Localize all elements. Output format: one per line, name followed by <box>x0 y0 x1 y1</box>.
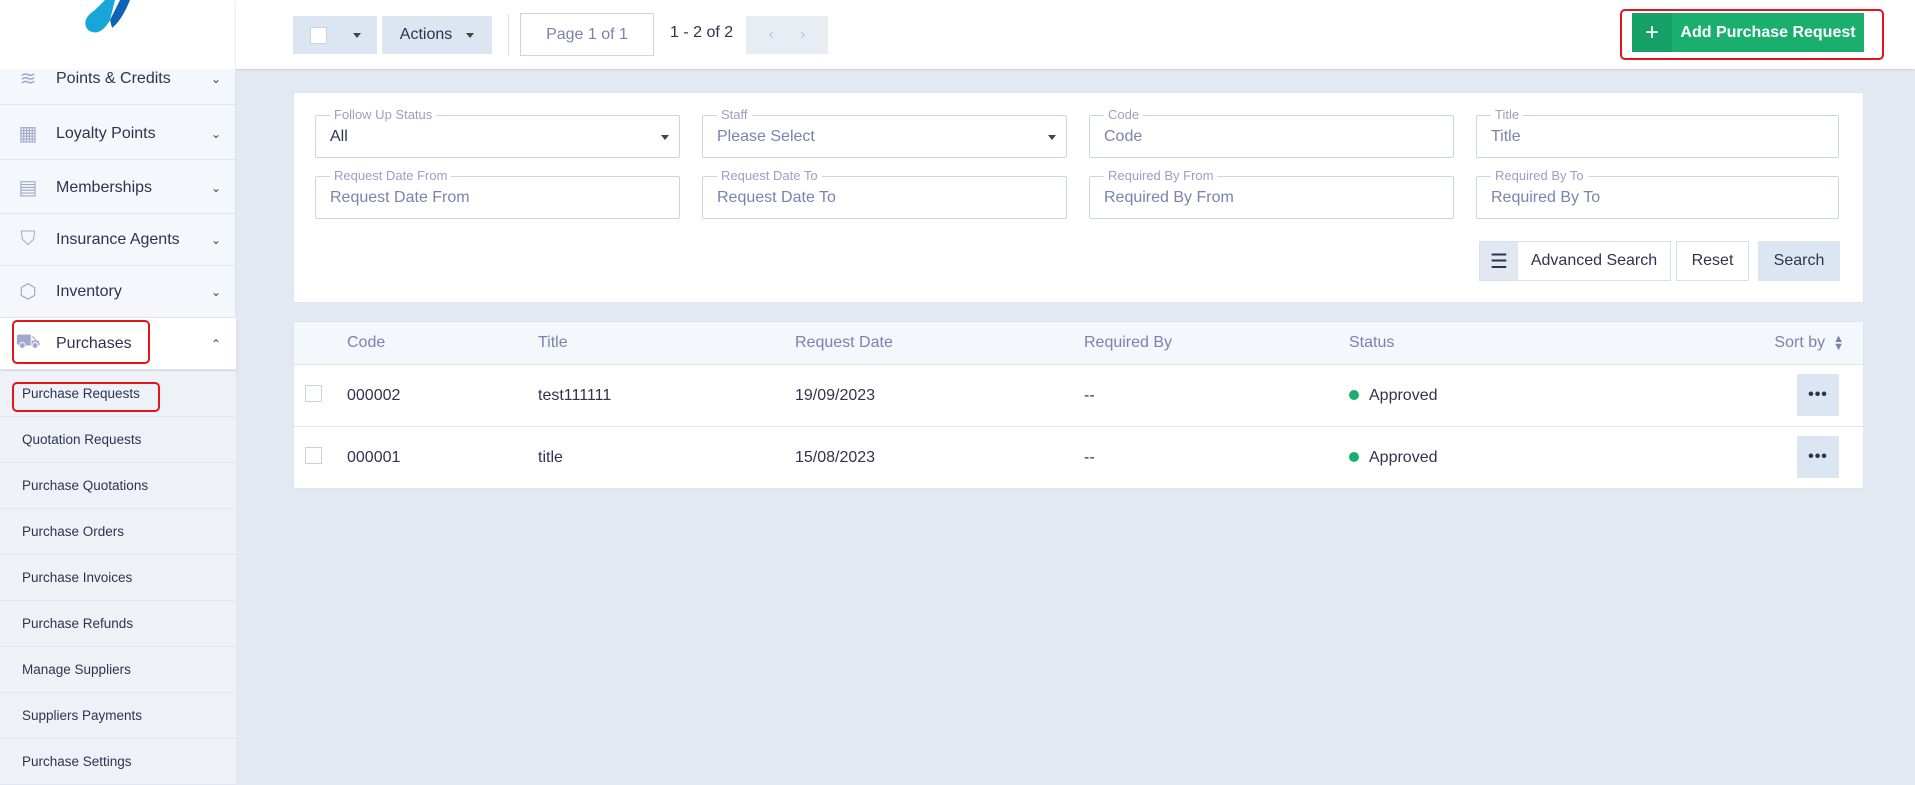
header-required-by: Required By <box>1084 334 1173 351</box>
sidebar-sub-quotation-requests[interactable]: Quotation Requests <box>0 417 236 463</box>
row-more-button[interactable]: ••• <box>1797 374 1839 416</box>
header-status: Status <box>1349 334 1395 351</box>
divider <box>508 14 509 56</box>
sidebar-sub-suppliers-payments[interactable]: Suppliers Payments <box>0 693 236 739</box>
actions-dropdown[interactable]: Actions <box>382 16 492 54</box>
sort-icon: ▲ ▼ <box>1833 333 1844 353</box>
id-card-icon: ▤ <box>18 177 38 199</box>
pagination-nav: ‹ › <box>746 16 828 54</box>
advanced-search-button[interactable]: ☰ Advanced Search <box>1479 241 1671 281</box>
status-dot-icon <box>1349 390 1359 400</box>
status-badge: Approved <box>1349 387 1438 407</box>
box-icon: ⬡ <box>19 281 37 303</box>
layers-icon: ≋ <box>19 68 37 90</box>
sidebar: ≋ Points & Credits ⌄ ▦ Loyalty Points ⌄ ▤ Mem… <box>0 0 236 785</box>
cell-request-date: 19/09/2023 <box>795 387 876 404</box>
search-button[interactable]: Search <box>1758 241 1840 281</box>
caret-down-icon <box>1048 135 1056 140</box>
follow-up-status-select[interactable]: Follow Up Status All <box>315 107 680 158</box>
sliders-icon: ☰ <box>1480 242 1518 280</box>
truck-icon: ⛟ <box>15 331 41 353</box>
sidebar-sub-purchase-orders[interactable]: Purchase Orders <box>0 509 236 555</box>
request-date-to-input[interactable]: Request Date To Request Date To <box>702 168 1067 219</box>
status-dot-icon <box>1349 452 1359 462</box>
prev-page-button[interactable]: ‹ <box>768 26 774 43</box>
required-by-to-input[interactable]: Required By To Required By To <box>1476 168 1839 219</box>
sidebar-item-purchases[interactable]: ⛟ Purchases ⌃ <box>0 318 236 370</box>
chevron-down-icon: ⌄ <box>210 180 222 195</box>
sidebar-sub-purchase-requests[interactable]: Purchase Requests <box>0 371 236 417</box>
select-all-dropdown[interactable] <box>293 16 377 54</box>
cell-title: test111111 <box>538 387 612 404</box>
next-page-button[interactable]: › <box>800 26 806 43</box>
caret-down-icon <box>661 135 669 140</box>
staff-select[interactable]: Staff Please Select <box>702 107 1067 158</box>
add-purchase-request-button[interactable]: + Add Purchase Request <box>1632 13 1864 52</box>
logo <box>0 0 236 69</box>
request-date-from-input[interactable]: Request Date From Request Date From <box>315 168 680 219</box>
sidebar-sub-purchase-settings[interactable]: Purchase Settings <box>0 739 236 785</box>
chevron-down-icon: ⌄ <box>210 232 222 247</box>
table-row[interactable] <box>294 427 1863 488</box>
required-by-from-input[interactable]: Required By From Required By From <box>1089 168 1454 219</box>
page-indicator[interactable]: Page 1 of 1 <box>520 13 654 56</box>
reset-button[interactable]: Reset <box>1676 241 1749 281</box>
cell-request-date: 15/08/2023 <box>795 449 876 466</box>
code-input[interactable]: Code Code <box>1089 107 1454 158</box>
highlight-box <box>1620 9 1884 60</box>
sidebar-item-points-credits[interactable]: ≋ Points & Credits ⌄ <box>0 53 236 105</box>
chevron-up-icon: ⌃ <box>210 336 222 351</box>
range-text: 1 - 2 of 2 <box>670 24 734 41</box>
plus-icon: + <box>1632 13 1672 52</box>
chevron-down-icon: ⌄ <box>210 126 222 141</box>
caret-down-icon <box>352 32 361 38</box>
row-more-button[interactable]: ••• <box>1797 436 1839 478</box>
table-header <box>294 322 1863 365</box>
chevron-down-icon: ⌄ <box>210 284 222 299</box>
chevron-down-icon: ⌄ <box>210 71 222 86</box>
select-all-checkbox[interactable] <box>309 26 327 44</box>
sidebar-sub-manage-suppliers[interactable]: Manage Suppliers <box>0 647 236 693</box>
sort-by-button[interactable]: Sort by ▲ ▼ <box>1774 333 1844 353</box>
cell-required-by: -- <box>1084 449 1095 466</box>
cell-code: 000001 <box>347 449 401 466</box>
sidebar-item-inventory[interactable]: ⬡ Inventory ⌄ <box>0 266 236 318</box>
sidebar-item-memberships[interactable]: ▤ Memberships ⌄ <box>0 162 236 214</box>
status-badge: Approved <box>1349 449 1438 469</box>
gift-icon: ▦ <box>18 123 38 145</box>
title-input[interactable]: Title Title <box>1476 107 1839 158</box>
sidebar-sub-purchase-refunds[interactable]: Purchase Refunds <box>0 601 236 647</box>
sidebar-sub-purchase-invoices[interactable]: Purchase Invoices <box>0 555 236 601</box>
row-checkbox[interactable] <box>305 385 322 402</box>
highlight-box <box>12 320 150 364</box>
row-checkbox[interactable] <box>305 447 322 464</box>
cell-required-by: -- <box>1084 387 1095 404</box>
shield-icon: ⛉ <box>20 228 36 250</box>
sidebar-item-loyalty-points[interactable]: ▦ Loyalty Points ⌄ <box>0 108 236 160</box>
sidebar-sub-purchase-quotations[interactable]: Purchase Quotations <box>0 463 236 509</box>
sidebar-item-insurance-agents[interactable]: ⛉ Insurance Agents ⌄ <box>0 214 236 266</box>
cell-code: 000002 <box>347 387 401 404</box>
header-code: Code <box>347 334 386 351</box>
header-request-date: Request Date <box>795 334 893 351</box>
table-row[interactable] <box>294 365 1863 427</box>
highlight-box <box>12 382 160 412</box>
header-title: Title <box>538 334 568 351</box>
caret-down-icon <box>466 32 475 38</box>
butterfly-logo-icon <box>85 0 130 33</box>
cell-title: title <box>538 449 563 466</box>
